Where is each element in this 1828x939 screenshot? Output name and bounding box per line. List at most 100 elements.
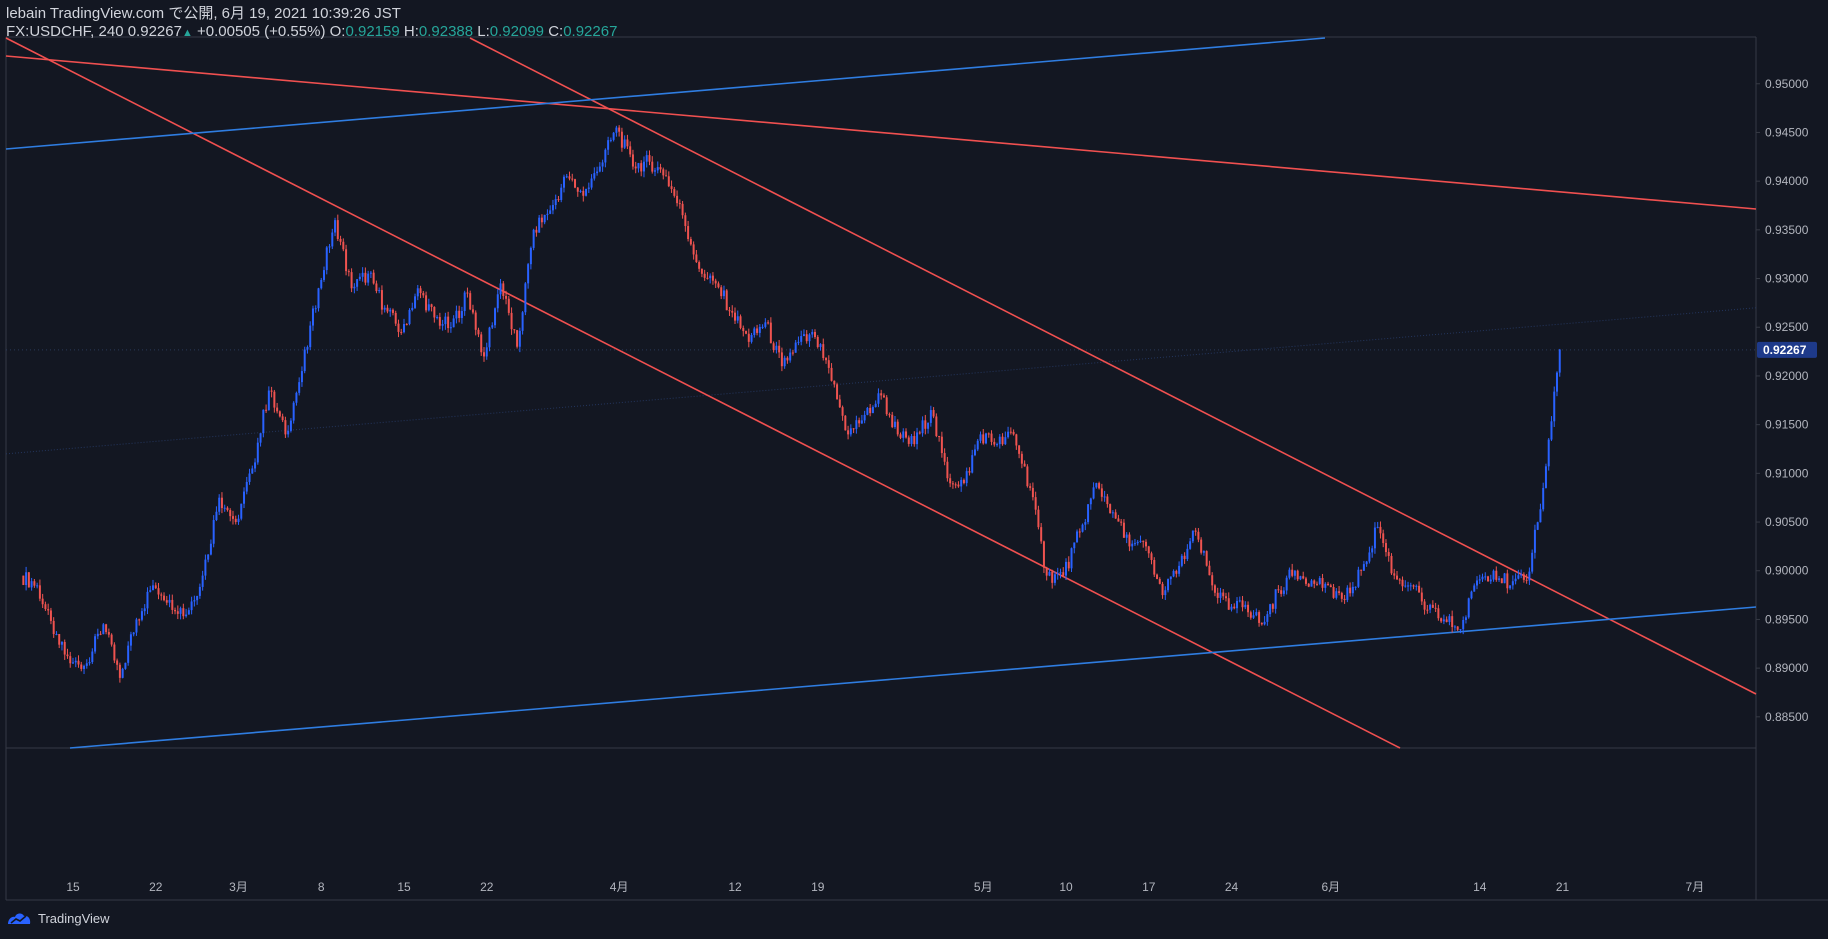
trendline-red-falling-main[interactable] [5,55,1757,210]
candle-body [1282,590,1285,594]
candle-body [971,455,974,473]
candle-body [957,484,960,487]
candle-body [631,154,634,167]
candle-body [1503,573,1506,584]
candle-body [243,491,246,504]
candle-body [449,327,452,329]
candle-body [262,409,265,434]
candle-body [245,481,248,492]
candle-body [965,471,968,484]
candle-body [303,349,306,372]
symbol-label[interactable]: FX:USDCHF, 240 [6,23,124,40]
candle-body [1467,598,1470,618]
candle-body [1429,604,1432,610]
candle-body [1514,578,1517,582]
candle-body [171,599,174,610]
trendline-red-channel-outer[interactable] [469,37,1757,695]
candle-body [1511,581,1514,586]
candle-body [1197,531,1200,540]
candle-body [237,518,240,523]
candle-body [1004,437,1007,445]
candle-body [775,345,778,350]
trendline-blue-lower[interactable] [69,606,1757,749]
candle-body [722,290,725,297]
candle-body [1489,579,1492,582]
candle-body [1200,539,1203,553]
trendlines[interactable] [5,37,1757,749]
candle-body [1509,585,1512,589]
candle-body [135,619,138,633]
candle-body [1500,578,1503,584]
candle-body [1517,575,1520,579]
candle-body [687,226,690,240]
candle-body [1084,522,1087,525]
candle-body [1175,570,1178,574]
candle-body [1189,541,1192,549]
candle-body [1539,509,1542,523]
candle-body [1481,576,1484,580]
candle-body [273,391,276,408]
close-value: 0.92267 [563,23,618,40]
candle-body [295,392,298,403]
candle-body [1484,576,1487,578]
footer-brand[interactable]: TradingView [6,910,110,926]
candle-body [1448,616,1451,622]
candle-body [1396,575,1398,580]
candle-body [1423,601,1426,610]
candle-body [502,283,505,296]
candle-body [1387,552,1390,556]
candle-body [946,461,949,479]
candle-body [1191,530,1194,542]
candle-body [361,272,364,277]
candle-body [146,591,149,609]
candle-body [1459,629,1462,631]
candle-body [1062,572,1065,576]
candle-body [1100,488,1103,497]
candle-body [706,277,709,279]
candle-body [654,170,657,172]
candle-body [1373,527,1376,549]
candle-body [278,411,281,417]
candle-body [629,146,632,155]
candle-body [681,203,684,216]
candle-body [1536,522,1539,530]
candle-body [231,516,234,519]
dotted-channel-midline [5,307,1757,455]
candle-body [560,187,563,200]
candle-body [1020,453,1023,464]
candle-body [1178,565,1181,574]
candle-body [1324,583,1327,588]
candle-body [1089,498,1092,505]
candle-body [1360,569,1363,571]
candle-body [436,317,439,319]
candle-body [1291,569,1294,576]
candle-body [979,434,982,441]
candle-body [1244,604,1247,608]
candle-body [157,588,160,595]
candle-body [292,402,295,421]
candle-body [1139,540,1142,542]
candle-body [408,309,411,325]
candle-body [165,600,168,603]
trendline-red-channel-upper[interactable] [5,37,1401,749]
low-value: 0.92099 [489,23,545,40]
candle-body [1266,614,1269,622]
candle-body [1506,573,1509,589]
candle-body [1106,496,1109,505]
trendline-blue-upper[interactable] [5,37,1326,150]
candle-body [609,139,612,141]
candle-body [306,347,309,350]
candle-body [891,414,894,428]
candle-body [1109,504,1112,514]
x-tick-label: 15 [66,880,80,894]
candle-body [110,634,113,645]
open-value: 0.92159 [345,23,400,40]
candle-body [499,283,502,295]
candle-body [1445,619,1448,622]
candle-body [1426,609,1429,611]
candle-body [791,352,794,354]
candle-body [1034,497,1037,510]
candle-body [1026,466,1029,487]
candle-body [185,614,188,617]
